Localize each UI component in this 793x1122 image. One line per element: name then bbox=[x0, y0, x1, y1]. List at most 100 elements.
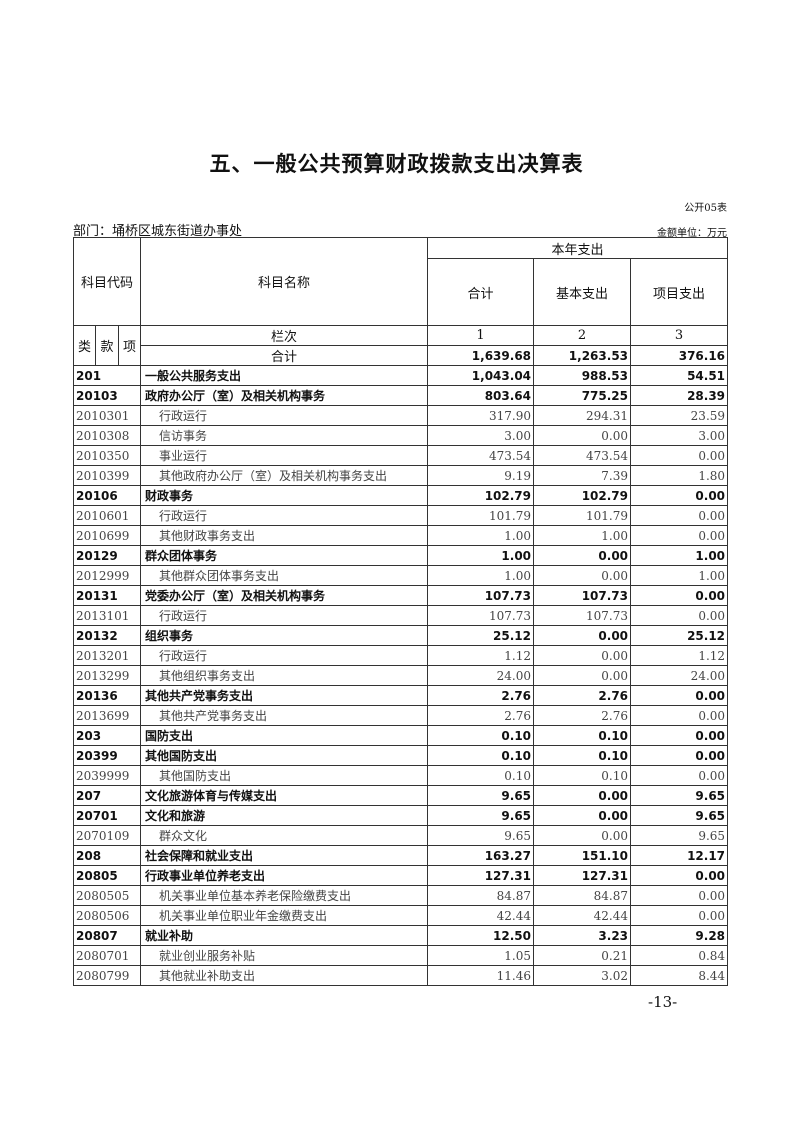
table-row: 20103 政府办公厅（室）及相关机构事务 803.64 775.25 28.39 bbox=[72, 385, 729, 406]
department-label: 部门：埇桥区城东街道办事处 bbox=[73, 224, 243, 239]
row-project: 24.00 bbox=[630, 665, 729, 686]
row-code: 20132 bbox=[72, 625, 142, 646]
row-basic: 0.10 bbox=[533, 745, 632, 766]
expenditure-table: 科目代码 科目名称 本年支出 合计 基本支出 项目支出 类 款 项 栏次 1 2… bbox=[72, 237, 729, 986]
row-basic: 473.54 bbox=[533, 445, 632, 466]
row-total: 2.76 bbox=[427, 685, 535, 706]
row-basic: 3.02 bbox=[533, 965, 632, 986]
row-total: 1.05 bbox=[427, 945, 535, 966]
row-total: 107.73 bbox=[427, 605, 535, 626]
table-row: 2010308 信访事务 3.00 0.00 3.00 bbox=[72, 425, 729, 446]
row-basic: 0.00 bbox=[533, 545, 632, 566]
row-name: 行政运行 bbox=[140, 405, 429, 426]
row-total: 1.12 bbox=[427, 645, 535, 666]
row-basic: 2.76 bbox=[533, 685, 632, 706]
row-basic: 0.00 bbox=[533, 785, 632, 806]
row-total: 1,043.04 bbox=[427, 365, 535, 386]
table-row: 2013699 其他共产党事务支出 2.76 2.76 0.00 bbox=[72, 705, 729, 726]
table-row: 207 文化旅游体育与传媒支出 9.65 0.00 9.65 bbox=[72, 785, 729, 806]
row-project: 0.00 bbox=[630, 905, 729, 926]
row-total: 0.10 bbox=[427, 725, 535, 746]
row-total: 3.00 bbox=[427, 425, 535, 446]
row-project: 0.00 bbox=[630, 765, 729, 786]
row-name: 就业创业服务补贴 bbox=[140, 945, 429, 966]
row-project: 0.00 bbox=[630, 505, 729, 526]
page-title: 五、一般公共预算财政拨款支出决算表 bbox=[209, 152, 584, 176]
row-code: 20136 bbox=[72, 685, 142, 706]
row-total: 84.87 bbox=[427, 885, 535, 906]
table-row: 203 国防支出 0.10 0.10 0.00 bbox=[72, 725, 729, 746]
row-name: 文化和旅游 bbox=[140, 805, 429, 826]
row-basic: 107.73 bbox=[533, 585, 632, 606]
table-row: 2080701 就业创业服务补贴 1.05 0.21 0.84 bbox=[72, 945, 729, 966]
row-basic: 0.00 bbox=[533, 645, 632, 666]
row-total: 127.31 bbox=[427, 865, 535, 886]
row-name: 行政事业单位养老支出 bbox=[140, 865, 429, 886]
row-name: 事业运行 bbox=[140, 445, 429, 466]
row-total: 0.10 bbox=[427, 745, 535, 766]
table-row: 20136 其他共产党事务支出 2.76 2.76 0.00 bbox=[72, 685, 729, 706]
header-basic: 基本支出 bbox=[533, 258, 632, 326]
row-basic: 102.79 bbox=[533, 485, 632, 506]
row-total: 25.12 bbox=[427, 625, 535, 646]
row-name: 行政运行 bbox=[140, 645, 429, 666]
row-name: 其他就业补助支出 bbox=[140, 965, 429, 986]
row-name: 其他共产党事务支出 bbox=[140, 705, 429, 726]
row-total: 0.10 bbox=[427, 765, 535, 786]
table-row: 20132 组织事务 25.12 0.00 25.12 bbox=[72, 625, 729, 646]
row-code: 20807 bbox=[72, 925, 142, 946]
sum-row: 合计 1,639.68 1,263.53 376.16 bbox=[74, 345, 729, 366]
row-code: 2010350 bbox=[72, 445, 142, 466]
row-name: 就业补助 bbox=[140, 925, 429, 946]
row-name: 群众团体事务 bbox=[140, 545, 429, 566]
header-total: 合计 bbox=[427, 258, 535, 326]
row-name: 一般公共服务支出 bbox=[140, 365, 429, 386]
row-code: 2013201 bbox=[72, 645, 142, 666]
row-basic: 0.00 bbox=[533, 665, 632, 686]
row-project: 0.00 bbox=[630, 885, 729, 906]
header-name: 科目名称 bbox=[140, 237, 429, 326]
table-row: 2012999 其他群众团体事务支出 1.00 0.00 1.00 bbox=[72, 565, 729, 586]
table-row: 2010399 其他政府办公厅（室）及相关机构事务支出 9.19 7.39 1.80 bbox=[72, 465, 729, 486]
row-code: 20701 bbox=[72, 805, 142, 826]
row-basic: 2.76 bbox=[533, 705, 632, 726]
row-name: 群众文化 bbox=[140, 825, 429, 846]
row-total: 2.76 bbox=[427, 705, 535, 726]
header-kuan: 款 bbox=[95, 325, 119, 366]
row-code: 2010601 bbox=[72, 505, 142, 526]
row-total: 9.65 bbox=[427, 785, 535, 806]
row-project: 0.00 bbox=[630, 445, 729, 466]
row-name: 行政运行 bbox=[140, 505, 429, 526]
row-basic: 0.00 bbox=[533, 425, 632, 446]
row-code: 20805 bbox=[72, 865, 142, 886]
row-total: 9.65 bbox=[427, 825, 535, 846]
row-project: 0.00 bbox=[630, 705, 729, 726]
row-project: 12.17 bbox=[630, 845, 729, 866]
row-total: 1.00 bbox=[427, 525, 535, 546]
row-project: 0.00 bbox=[630, 485, 729, 506]
row-basic: 0.00 bbox=[533, 565, 632, 586]
row-code: 2070109 bbox=[72, 825, 142, 846]
table-row: 2010301 行政运行 317.90 294.31 23.59 bbox=[72, 405, 729, 426]
row-code: 2080506 bbox=[72, 905, 142, 926]
row-basic: 775.25 bbox=[533, 385, 632, 406]
row-name: 其他国防支出 bbox=[140, 765, 429, 786]
table-row: 2039999 其他国防支出 0.10 0.10 0.00 bbox=[72, 765, 729, 786]
row-total: 101.79 bbox=[427, 505, 535, 526]
row-code: 2010699 bbox=[72, 525, 142, 546]
row-total: 317.90 bbox=[427, 405, 535, 426]
row-project: 3.00 bbox=[630, 425, 729, 446]
column-index-label: 栏次 bbox=[140, 325, 429, 346]
row-basic: 7.39 bbox=[533, 465, 632, 486]
row-total: 163.27 bbox=[427, 845, 535, 866]
row-basic: 0.10 bbox=[533, 765, 632, 786]
row-basic: 0.10 bbox=[533, 725, 632, 746]
table-row: 20399 其他国防支出 0.10 0.10 0.00 bbox=[72, 745, 729, 766]
row-project: 0.00 bbox=[630, 585, 729, 606]
row-name: 其他共产党事务支出 bbox=[140, 685, 429, 706]
table-row: 2080505 机关事业单位基本养老保险缴费支出 84.87 84.87 0.00 bbox=[72, 885, 729, 906]
table-row: 201 一般公共服务支出 1,043.04 988.53 54.51 bbox=[72, 365, 729, 386]
table-row: 20129 群众团体事务 1.00 0.00 1.00 bbox=[72, 545, 729, 566]
row-name: 组织事务 bbox=[140, 625, 429, 646]
table-row: 208 社会保障和就业支出 163.27 151.10 12.17 bbox=[72, 845, 729, 866]
